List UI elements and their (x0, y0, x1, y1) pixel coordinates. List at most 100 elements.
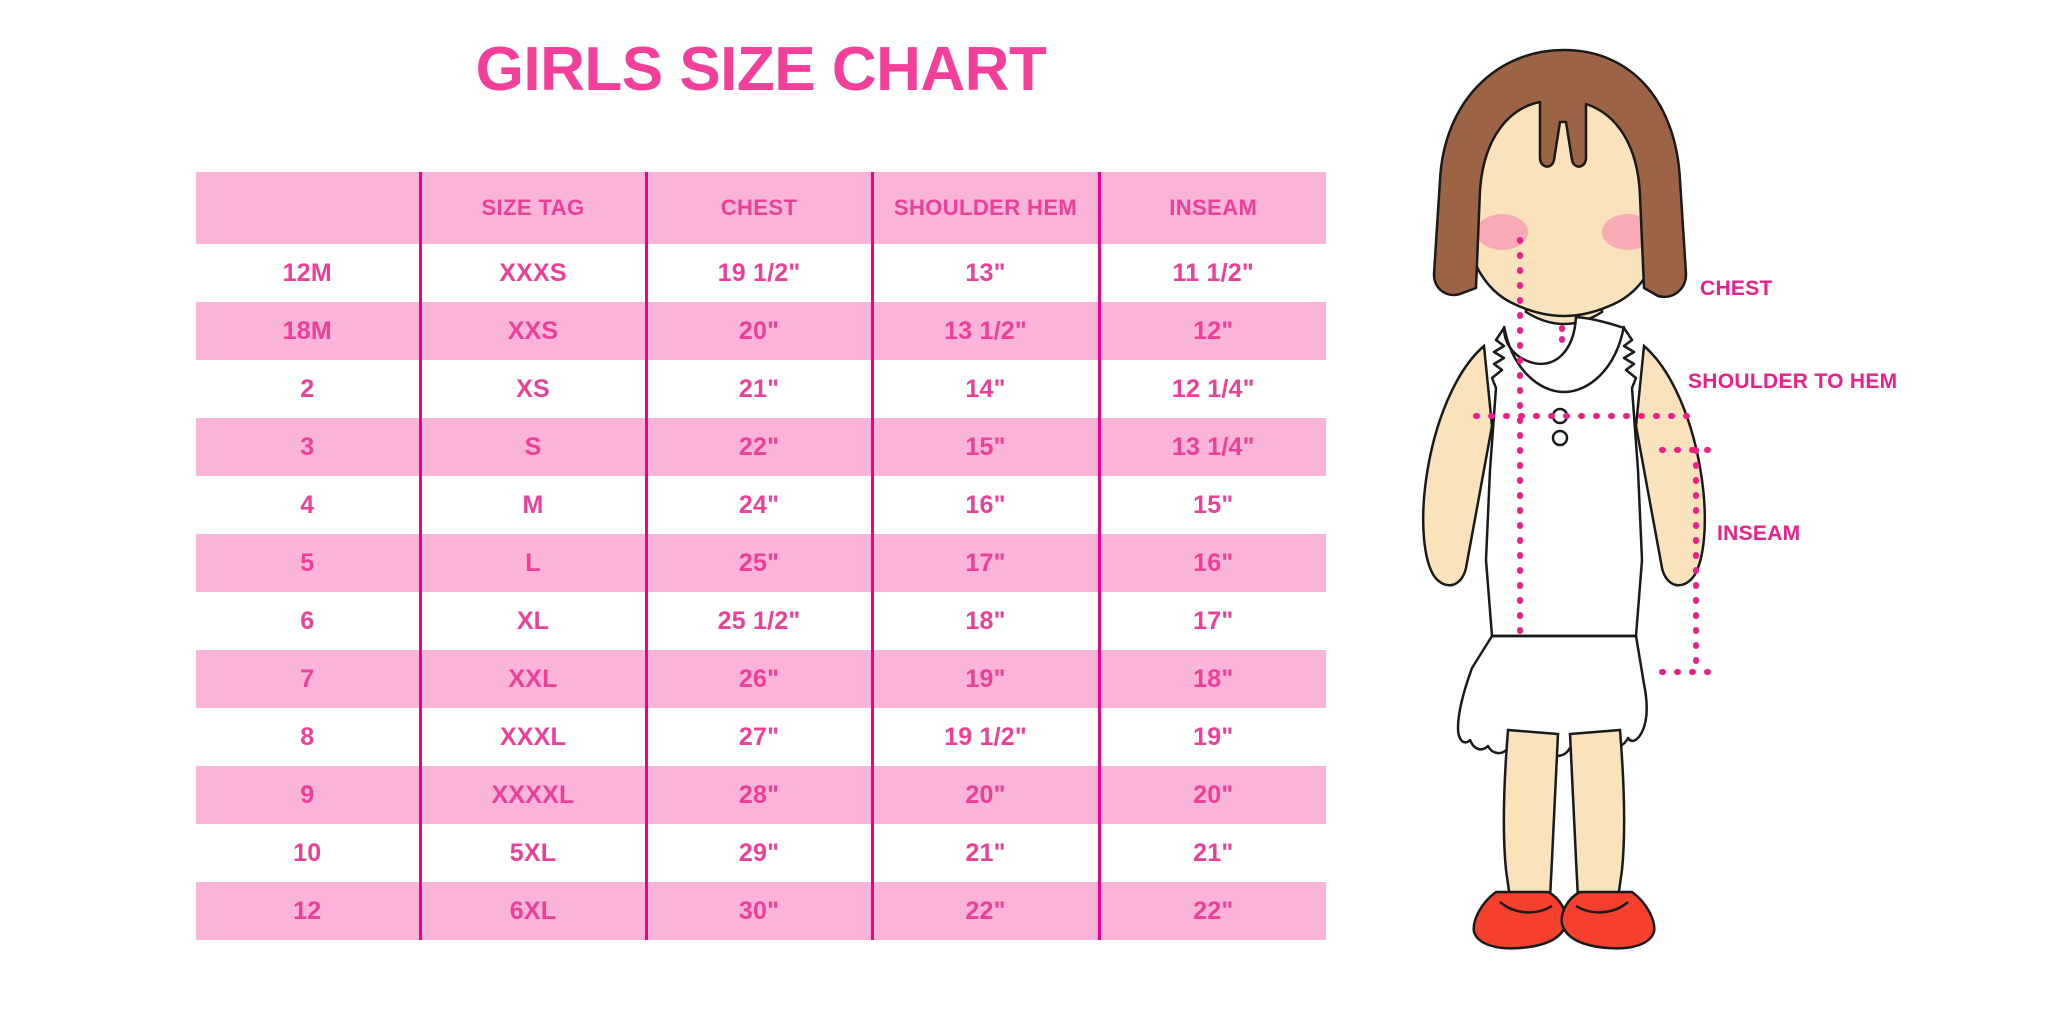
column-header-size (196, 172, 422, 244)
cell-size: 8 (196, 708, 422, 766)
cell-chest: 24" (646, 476, 874, 534)
table-row: 10 5XL 29" 21" 21" (196, 824, 1326, 882)
right-leg-shape (1568, 728, 1626, 900)
callout-chest-label: CHEST (1700, 277, 1773, 300)
cell-size-tag: XXXL (420, 708, 648, 766)
table-header-row: SIZE TAG CHEST SHOULDER HEM INSEAM (196, 172, 1326, 244)
cell-shoulder-hem: 19 1/2" (872, 708, 1101, 766)
cell-size-tag: L (420, 534, 648, 592)
table-row: 2 XS 21" 14" 12 1/4" (196, 360, 1326, 418)
table-row: 12 6XL 30" 22" 22" (196, 882, 1326, 940)
cell-size: 2 (196, 360, 422, 418)
cell-shoulder-hem: 19" (872, 650, 1101, 708)
cell-chest: 28" (646, 766, 874, 824)
cell-chest: 27" (646, 708, 874, 766)
table-row: 3 S 22" 15" 13 1/4" (196, 418, 1326, 476)
table-row: 18M XXS 20" 13 1/2" 12" (196, 302, 1326, 360)
table-row: 4 M 24" 16" 15" (196, 476, 1326, 534)
table-row: 8 XXXL 27" 19 1/2" 19" (196, 708, 1326, 766)
cell-shoulder-hem: 22" (872, 882, 1101, 940)
cell-inseam: 16" (1099, 534, 1326, 592)
cell-chest: 25" (646, 534, 874, 592)
cell-size-tag: 6XL (420, 882, 648, 940)
left-leg-shape (1502, 728, 1560, 900)
button-lower-icon (1551, 429, 1569, 447)
cell-size-tag: XXXXL (420, 766, 648, 824)
cell-inseam: 21" (1099, 824, 1326, 882)
column-header-size-tag: SIZE TAG (420, 172, 648, 244)
table-row: 9 XXXXL 28" 20" 20" (196, 766, 1326, 824)
callout-shoulder-to-hem-label: SHOULDER TO HEM (1688, 370, 1898, 393)
cell-shoulder-hem: 14" (872, 360, 1101, 418)
cell-chest: 20" (646, 302, 874, 360)
cell-chest: 25 1/2" (646, 592, 874, 650)
cell-inseam: 12 1/4" (1099, 360, 1326, 418)
cell-shoulder-hem: 15" (872, 418, 1101, 476)
cell-shoulder-hem: 18" (872, 592, 1101, 650)
cell-size: 9 (196, 766, 422, 824)
cell-shoulder-hem: 13 1/2" (872, 302, 1101, 360)
cell-size-tag: 5XL (420, 824, 648, 882)
cell-inseam: 13 1/4" (1099, 418, 1326, 476)
callout-inseam-label: INSEAM (1717, 522, 1801, 545)
cell-size-tag: M (420, 476, 648, 534)
table-row: 12M XXXS 19 1/2" 13" 11 1/2" (196, 244, 1326, 302)
cell-inseam: 22" (1099, 882, 1326, 940)
table-row: 6 XL 25 1/2" 18" 17" (196, 592, 1326, 650)
cell-inseam: 19" (1099, 708, 1326, 766)
neckline-shape (1502, 325, 1626, 394)
right-arm-shape (1634, 343, 1707, 587)
girl-figure-svg (1421, 48, 1713, 950)
column-header-chest: CHEST (646, 172, 874, 244)
cell-size-tag: XL (420, 592, 648, 650)
cell-size: 4 (196, 476, 422, 534)
cell-size: 12 (196, 882, 422, 940)
cell-shoulder-hem: 21" (872, 824, 1101, 882)
girl-illustration: CHEST SHOULDER TO HEM INSEAM (1400, 40, 2048, 980)
cell-shoulder-hem: 16" (872, 476, 1101, 534)
cell-inseam: 12" (1099, 302, 1326, 360)
cell-inseam: 17" (1099, 592, 1326, 650)
cell-shoulder-hem: 13" (872, 244, 1101, 302)
top-garment-shape (1484, 315, 1644, 638)
blush-left-icon (1476, 214, 1528, 250)
cell-size: 18M (196, 302, 422, 360)
table-body: 12M XXXS 19 1/2" 13" 11 1/2" 18M XXS 20" 13 1/2"… (196, 244, 1326, 940)
cell-chest: 29" (646, 824, 874, 882)
right-shoe-strap-icon (1575, 901, 1629, 914)
left-shoe-strap-icon (1499, 901, 1553, 914)
cell-inseam: 15" (1099, 476, 1326, 534)
hair-shape (1432, 48, 1688, 299)
cell-size: 12M (196, 244, 422, 302)
cell-shoulder-hem: 17" (872, 534, 1101, 592)
cell-size-tag: XS (420, 360, 648, 418)
cell-size: 5 (196, 534, 422, 592)
column-header-shoulder-hem: SHOULDER HEM (872, 172, 1101, 244)
size-table-container: SIZE TAG CHEST SHOULDER HEM INSEAM 12M XX… (196, 172, 1326, 940)
table-row: 7 XXL 26" 19" 18" (196, 650, 1326, 708)
page-title: GIRLS SIZE CHART (475, 35, 1047, 104)
cell-chest: 19 1/2" (646, 244, 874, 302)
cell-inseam: 11 1/2" (1099, 244, 1326, 302)
left-shoe-icon (1472, 890, 1568, 950)
cell-size-tag: XXL (420, 650, 648, 708)
left-arm-shape (1421, 343, 1494, 587)
cell-size: 6 (196, 592, 422, 650)
size-table: SIZE TAG CHEST SHOULDER HEM INSEAM 12M XX… (196, 172, 1326, 940)
cell-size: 10 (196, 824, 422, 882)
cell-size: 7 (196, 650, 422, 708)
cell-inseam: 18" (1099, 650, 1326, 708)
cell-chest: 21" (646, 360, 874, 418)
cell-inseam: 20" (1099, 766, 1326, 824)
cell-size: 3 (196, 418, 422, 476)
cell-size-tag: S (420, 418, 648, 476)
cell-chest: 22" (646, 418, 874, 476)
cell-chest: 30" (646, 882, 874, 940)
table-header: SIZE TAG CHEST SHOULDER HEM INSEAM (196, 172, 1326, 244)
cell-shoulder-hem: 20" (872, 766, 1101, 824)
cell-size-tag: XXXS (420, 244, 648, 302)
column-header-inseam: INSEAM (1099, 172, 1326, 244)
cell-chest: 26" (646, 650, 874, 708)
table-row: 5 L 25" 17" 16" (196, 534, 1326, 592)
